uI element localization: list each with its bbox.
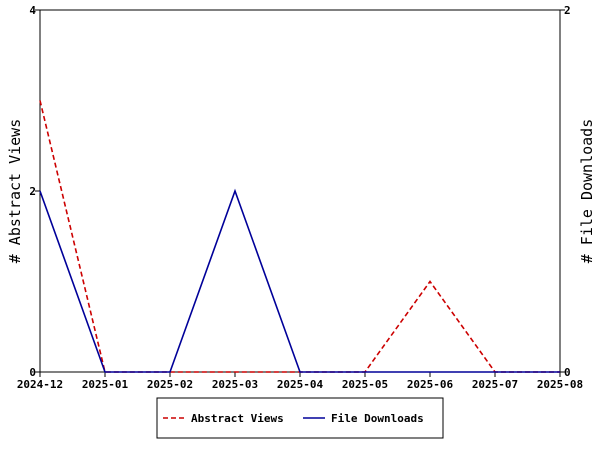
y-right-tick-label: 0 xyxy=(564,366,571,379)
series-line-abstract-views xyxy=(39,100,560,373)
x-tick-label: 2025-01 xyxy=(82,378,129,391)
y-left-tick-label: 4 xyxy=(29,4,36,17)
axes: 2024-12 2025-01 2025-02 2025-03 2025-04 2025-… xyxy=(6,4,596,391)
series-lines xyxy=(39,100,560,373)
legend: Abstract Views File Downloads xyxy=(156,397,444,439)
x-tick-label: 2025-06 xyxy=(407,378,454,391)
y-left-tick-label: 0 xyxy=(29,366,36,379)
x-tick-label: 2024-12 xyxy=(17,378,63,391)
legend-label-abstract-views: Abstract Views xyxy=(191,412,284,425)
y-left-axis-title: # Abstract Views xyxy=(6,119,24,264)
y-left-tick-label: 2 xyxy=(29,185,36,198)
plot-frame xyxy=(39,9,561,373)
legend-label-file-downloads: File Downloads xyxy=(331,412,424,425)
series-line-file-downloads xyxy=(39,188,560,373)
x-tick-label: 2025-02 xyxy=(147,378,193,391)
x-tick-label: 2025-08 xyxy=(537,378,583,391)
y-right-tick-label: 2 xyxy=(564,4,571,17)
x-tick-label: 2025-07 xyxy=(472,378,518,391)
x-tick-label: 2025-03 xyxy=(212,378,258,391)
x-tick-label: 2025-04 xyxy=(277,378,324,391)
legend-box xyxy=(156,397,444,439)
x-tick-label: 2025-05 xyxy=(342,378,388,391)
y-right-axis-title: # File Downloads xyxy=(578,119,596,264)
